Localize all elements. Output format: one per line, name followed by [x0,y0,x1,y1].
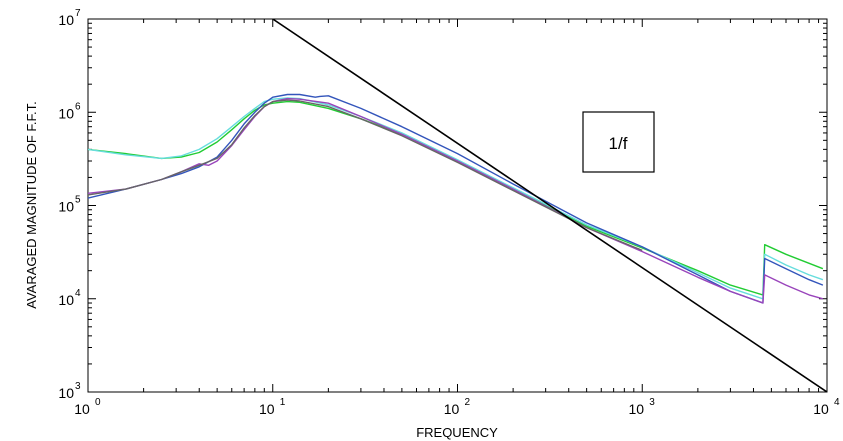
y-tick-label: 10 [58,199,74,215]
series-line-1 [88,100,824,296]
x-tick-label: 10 [444,401,460,417]
y-tick-exponent: 3 [75,381,81,392]
reference-line-1-over-f [272,19,827,392]
y-tick-label: 10 [58,105,74,121]
x-tick-label: 10 [813,401,829,417]
x-tick-exponent: 0 [95,397,101,408]
x-tick-exponent: 2 [465,397,471,408]
y-axis-label: AVARAGED MAGNITUDE OF F.F.T. [24,101,39,309]
y-tick-exponent: 5 [75,195,81,206]
x-tick-exponent: 4 [834,397,840,408]
x-tick-label: 10 [259,401,275,417]
series-line-5 [88,99,643,252]
x-axis-label: FREQUENCY [416,425,498,440]
y-tick-exponent: 6 [75,101,81,112]
x-tick-label: 10 [74,401,90,417]
major-ticks [87,18,828,393]
y-tick-exponent: 4 [75,288,81,299]
plot-area [87,18,828,393]
series-line-2 [88,97,824,300]
annotation-box [582,111,655,173]
series-lines [88,19,827,392]
x-tick-label: 10 [628,401,644,417]
y-tick-label: 10 [58,12,74,28]
x-tick-exponent: 1 [280,397,286,408]
annotation-text: 1/f [609,134,628,153]
x-tick-exponent: 3 [649,397,655,408]
x-tick-labels: 10 0 10 1 10 2 10 3 10 4 [74,397,840,417]
y-tick-exponent: 7 [75,8,81,19]
y-tick-label: 10 [58,292,74,308]
series-line-4 [88,97,824,304]
minor-ticks [88,19,827,392]
y-tick-label: 10 [58,385,74,401]
